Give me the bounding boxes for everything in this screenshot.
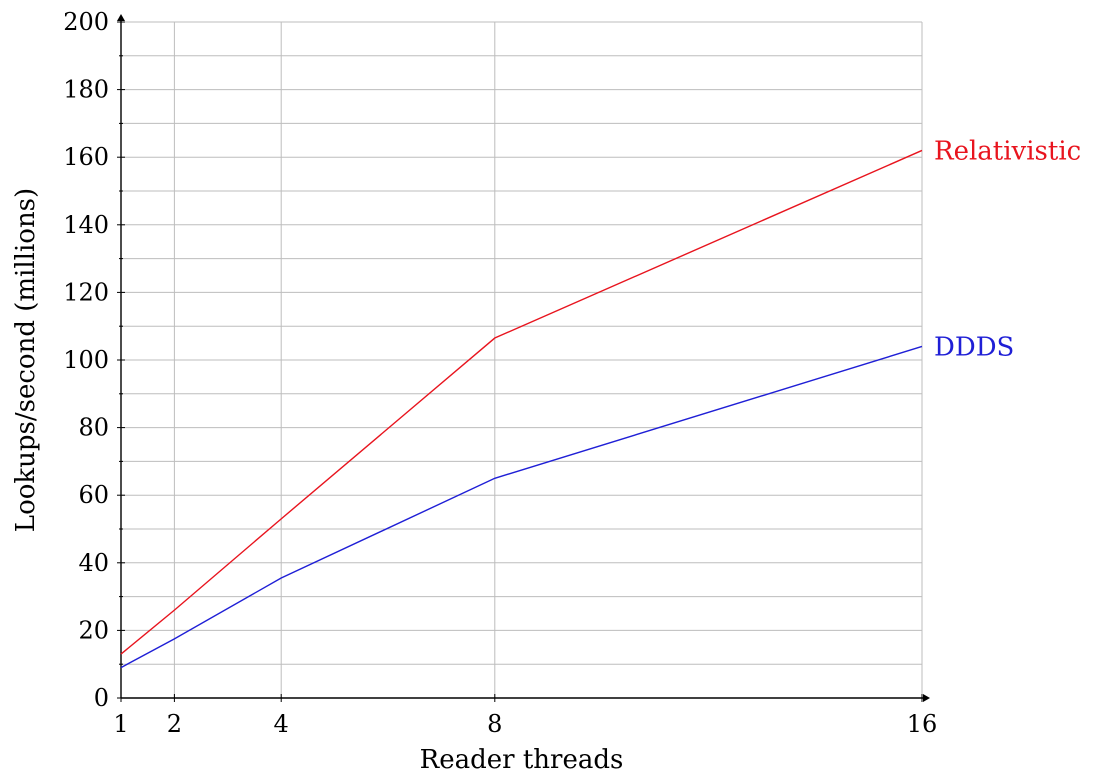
y-tick-label: 160	[63, 143, 109, 171]
grid	[121, 21, 923, 698]
y-tick-label: 80	[78, 414, 109, 442]
series-label-relativistic: Relativistic	[934, 136, 1081, 166]
series-label-ddds: DDDS	[934, 332, 1014, 362]
series-line-ddds	[120, 345, 923, 669]
x-tick-label: 8	[487, 710, 502, 738]
y-tick-label: 60	[78, 481, 109, 509]
x-axis-arrow-icon	[923, 694, 930, 702]
y-tick-label: 40	[78, 549, 109, 577]
ticks: 0 20 40 60 80 100 120 140 160 180 200 1 2 4 8 16	[63, 8, 937, 738]
y-tick-label: 140	[63, 211, 109, 239]
x-axis-title: Reader threads	[420, 745, 624, 775]
y-tick-label: 180	[63, 76, 109, 104]
x-tick-label: 1	[113, 710, 128, 738]
x-tick-label: 2	[167, 710, 182, 738]
y-tick-label: 200	[63, 8, 109, 36]
x-tick-label: 4	[274, 710, 289, 738]
y-tick-label: 100	[63, 346, 109, 374]
y-axis-arrow-icon	[117, 14, 125, 21]
y-tick-label: 0	[94, 684, 109, 712]
series-line-relativistic	[120, 149, 923, 655]
y-tick-label: 120	[63, 278, 109, 306]
axes	[117, 14, 930, 702]
series: Relativistic DDDS	[120, 136, 1081, 669]
x-tick-label: 16	[907, 710, 938, 738]
y-tick-label: 20	[78, 616, 109, 644]
y-axis-title: Lookups/second (millions)	[11, 188, 41, 532]
